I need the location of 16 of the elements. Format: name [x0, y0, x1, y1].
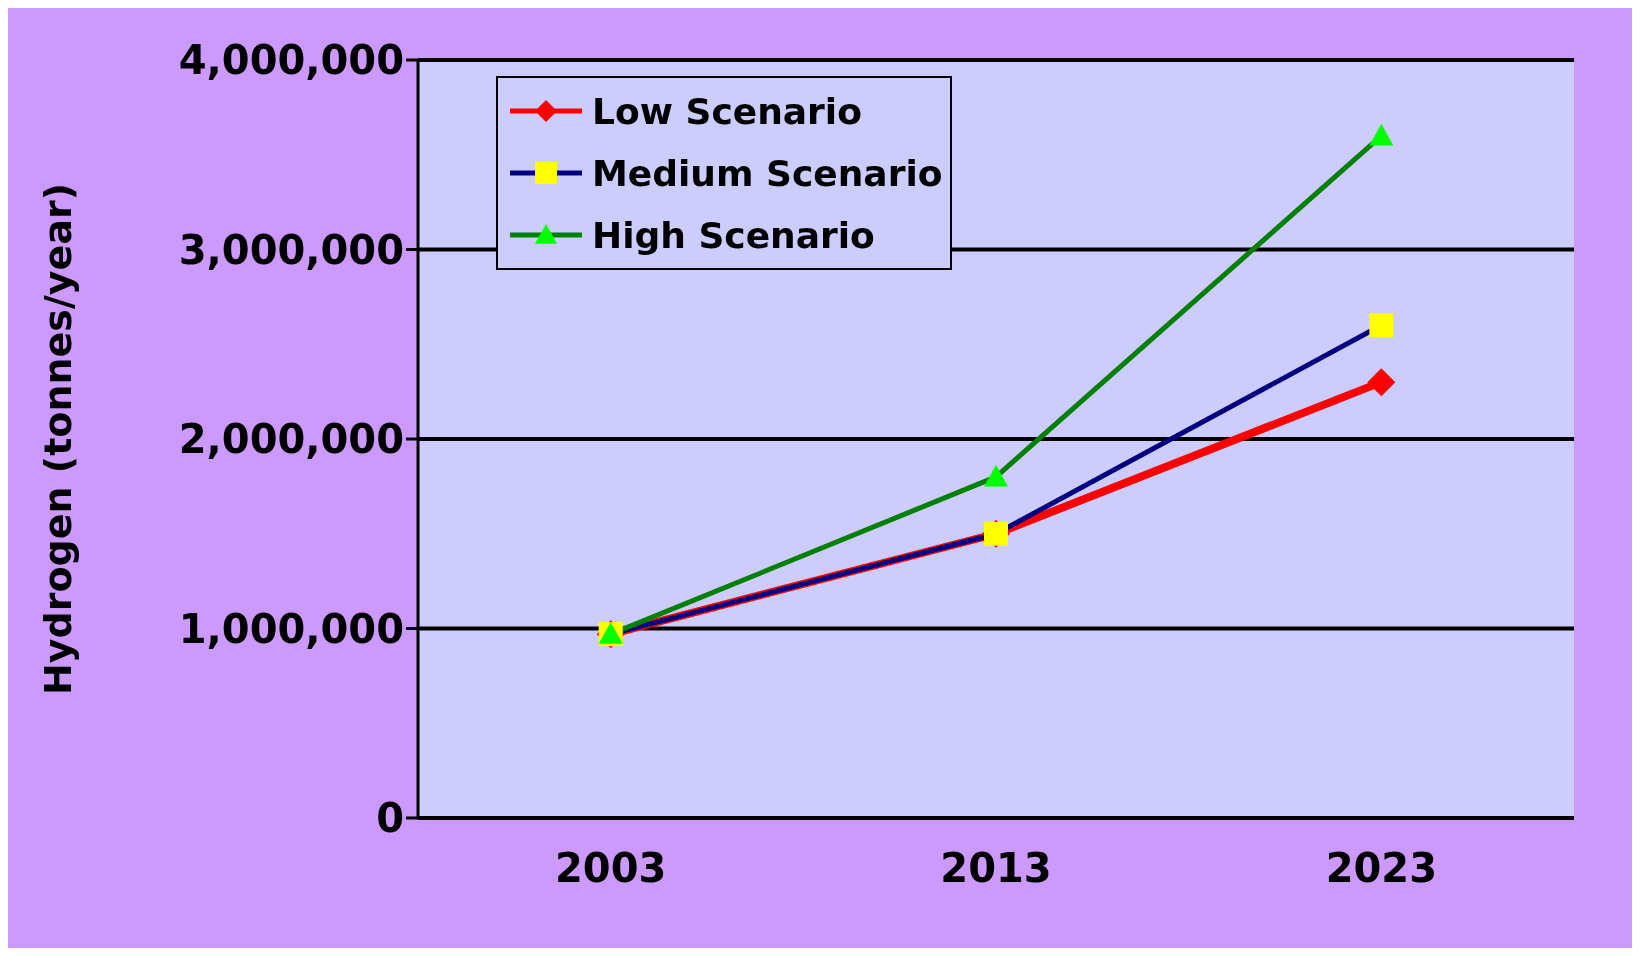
x-tick-label: 2023	[1325, 845, 1437, 892]
y-tick-label: 3,000,000	[178, 226, 404, 273]
y-axis-title: Hydrogen (tonnes/year)	[36, 182, 81, 696]
y-tick-label: 4,000,000	[178, 37, 404, 84]
point	[1367, 368, 1396, 397]
point	[984, 464, 1008, 487]
x-tick-label: 2013	[940, 845, 1052, 892]
legend-label: Medium Scenario	[592, 152, 943, 194]
point	[1369, 123, 1394, 146]
y-tick-label: 0	[376, 795, 404, 842]
legend-label: Low Scenario	[592, 90, 862, 132]
point	[1369, 313, 1394, 338]
y-tick-label: 1,000,000	[178, 605, 404, 652]
y-tick-label: 2,000,000	[178, 416, 404, 463]
legend-label: High Scenario	[592, 214, 875, 256]
x-tick-label: 2003	[555, 845, 667, 892]
